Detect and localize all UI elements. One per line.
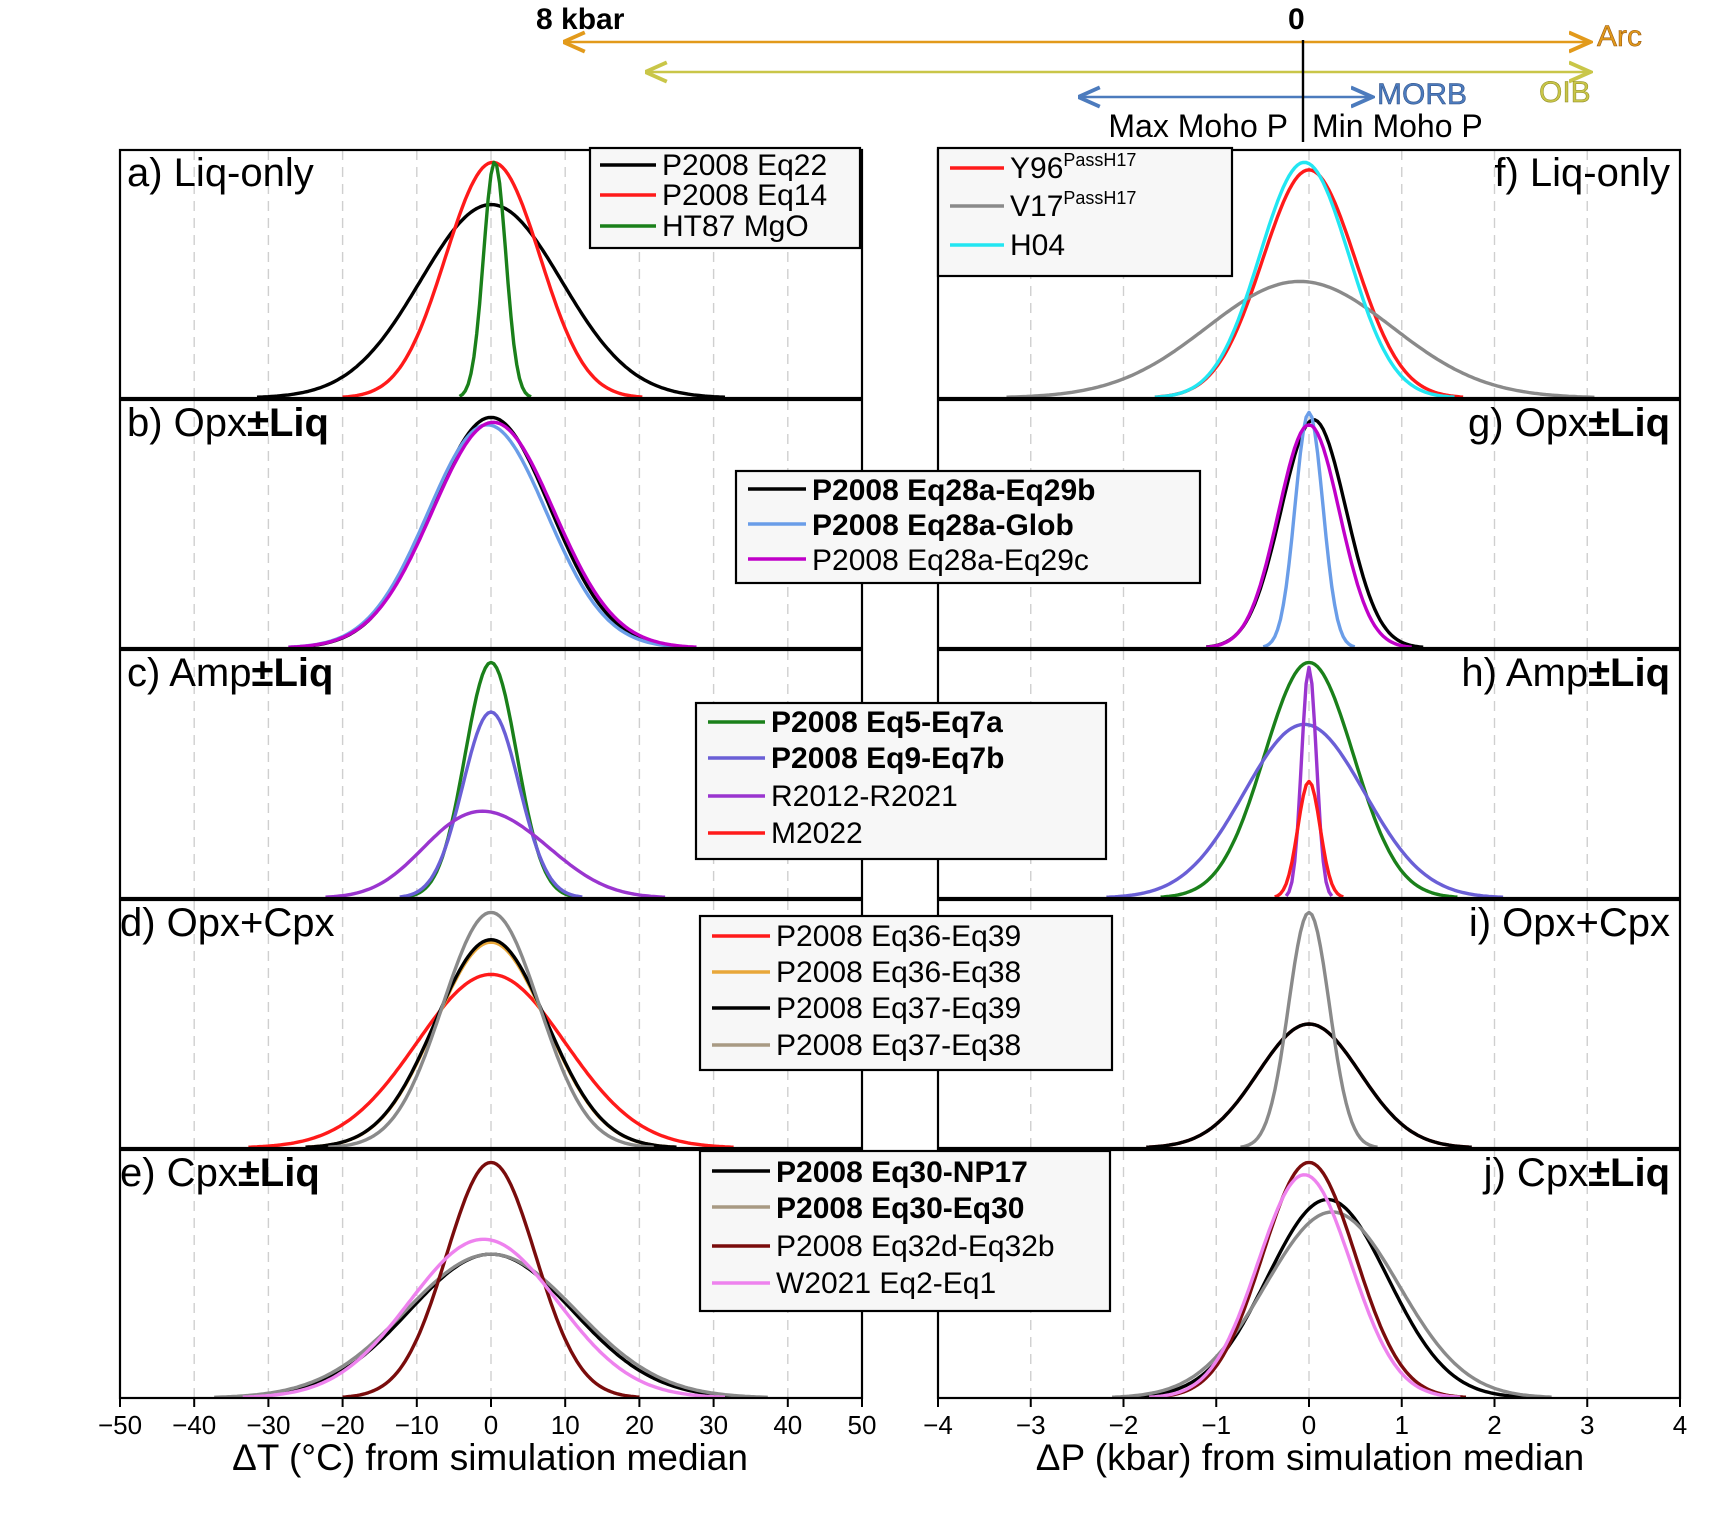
tick-label: −10 — [395, 1410, 439, 1440]
legend-f: Y96PassH17 V17PassH17 H04 — [936, 146, 1234, 278]
legend-row2-item-1: P2008 Eq28a-Glob — [812, 509, 1074, 542]
panel-title-j: j) Cpx±Liq — [1483, 1151, 1670, 1195]
legend-row5: P2008 Eq30-NP17 P2008 Eq30-Eq30 P2008 Eq… — [698, 1149, 1112, 1313]
panel-title-f: f) Liq-only — [1494, 151, 1670, 195]
panel-title-a: a) Liq-only — [127, 151, 314, 195]
legend-row4-item-2: P2008 Eq37-Eq39 — [776, 992, 1021, 1025]
curve-b-p2008-eq28a-glob — [288, 423, 686, 649]
panel-frame-a — [118, 148, 864, 400]
legend-row3-item-0: P2008 Eq5-Eq7a — [771, 706, 1003, 739]
legend-a-item-1: P2008 Eq14 — [662, 179, 827, 212]
min-moho-label: Min Moho P — [1312, 108, 1483, 144]
tick-label: −3 — [1016, 1410, 1046, 1440]
curve-h-p2008-eq9-eq7b — [1106, 722, 1504, 899]
panel-title-d: d) Opx+Cpx — [120, 901, 335, 945]
legend-row5-item-3: W2021 Eq2-Eq1 — [776, 1267, 996, 1300]
legend-f-item-2: H04 — [1010, 229, 1065, 262]
curve-i-p2008-eq37-eq39 — [1146, 1022, 1472, 1149]
tick-label: −20 — [321, 1410, 365, 1440]
oib-label: OIB — [1539, 76, 1591, 109]
tick-label: −2 — [1109, 1410, 1139, 1440]
legend-row2: P2008 Eq28a-Eq29b P2008 Eq28a-Glob P2008… — [734, 469, 1202, 585]
tick-label: 0 — [1302, 1410, 1316, 1440]
panel-title-b: b) Opx±Liq — [127, 401, 329, 445]
curve-g-p2008-eq28a-eq29c — [1206, 423, 1412, 649]
curve-d-p2008-eq37-eq39 — [305, 938, 677, 1149]
legend-row4: P2008 Eq36-Eq39 P2008 Eq36-Eq38 P2008 Eq… — [698, 914, 1114, 1072]
curve-a-p2008-eq22 — [256, 202, 726, 399]
curve-c-p2008-eq9-eq7b — [399, 710, 583, 899]
panel-titles: a) Liq-only b) Opx±Liq c) Amp±Liq d) Opx… — [120, 151, 1670, 1195]
legend-row4-item-0: P2008 Eq36-Eq39 — [776, 920, 1021, 953]
legend-row3: P2008 Eq5-Eq7a P2008 Eq9-Eq7b R2012-R202… — [694, 701, 1108, 861]
panel-title-g: g) Opx±Liq — [1468, 401, 1670, 445]
tick-label: 4 — [1673, 1410, 1687, 1440]
tick-label: −40 — [172, 1410, 216, 1440]
legend-row3-item-1: P2008 Eq9-Eq7b — [771, 742, 1004, 775]
max-moho-label: Max Moho P — [1108, 108, 1288, 144]
curve-b-p2008-eq28a-eq29c — [288, 420, 697, 649]
panel-title-c: c) Amp±Liq — [127, 651, 333, 695]
legend-row4-item-3: P2008 Eq37-Eq38 — [776, 1029, 1021, 1062]
curve-e-p2008-eq30-eq30 — [214, 1252, 768, 1399]
curve-j-w2021-eq2-eq1 — [1149, 1173, 1461, 1399]
legend-a: P2008 Eq22 P2008 Eq14 HT87 MgO — [588, 146, 862, 250]
tick-label: 3 — [1580, 1410, 1594, 1440]
label-zero: 0 — [1288, 3, 1305, 36]
tick-label: 50 — [848, 1410, 877, 1440]
tick-label: 40 — [773, 1410, 802, 1440]
legend-f-item-1: V17PassH17 — [1010, 188, 1136, 223]
tick-label: −1 — [1201, 1410, 1231, 1440]
curve-e-p2008-eq32d-eq32b — [342, 1160, 640, 1399]
legend-row2-box — [734, 469, 1202, 585]
tick-label: 10 — [551, 1410, 580, 1440]
panel-title-h: h) Amp±Liq — [1461, 651, 1670, 695]
curve-f-v17-passh17 — [1006, 279, 1595, 399]
curve-d-p2008-eq36-eq39 — [248, 972, 734, 1149]
legend-row4-item-1: P2008 Eq36-Eq38 — [776, 956, 1021, 989]
curve-d-p2008-eq37-eq38 — [328, 910, 654, 1149]
curves: −50 −40 −30 −20 −10 0 10 20 30 40 50 −4 −3 −2 −1 0 1 2 3 4 — [98, 148, 1687, 1440]
legend-row3-item-2: R2012-R2021 — [771, 780, 958, 813]
curve-h-p2008-eq5-eq7a — [1160, 660, 1458, 899]
legend-row5-item-0: P2008 Eq30-NP17 — [776, 1156, 1028, 1189]
tick-label: 2 — [1487, 1410, 1501, 1440]
curve-f-h04 — [1154, 160, 1455, 399]
curve-j-p2008-eq30-eq30 — [1112, 1210, 1552, 1399]
curve-e-w2021-eq2-eq1 — [242, 1237, 726, 1399]
morb-label: MORB — [1377, 78, 1467, 111]
legend-row2-item-2: P2008 Eq28a-Eq29c — [812, 544, 1089, 577]
curve-g-p2008-eq28a-glob — [1262, 410, 1356, 649]
panel-title-i: i) Opx+Cpx — [1469, 901, 1670, 945]
curve-g-p2008-eq28a-eq29b — [1206, 418, 1424, 649]
curve-j-p2008-eq32d-eq32b — [1151, 1160, 1467, 1399]
curve-h-r2012-r2021 — [1284, 665, 1334, 897]
tick-label: −30 — [246, 1410, 290, 1440]
top-annotation: 8 kbar 0 Arc OIB MORB Max Moho P Min Moh… — [536, 3, 1642, 144]
curve-j-p2008-eq30-np17 — [1126, 1197, 1529, 1399]
legend-f-item-0: Y96PassH17 — [1010, 150, 1136, 185]
legend-row3-item-3: M2022 — [771, 817, 863, 850]
tick-label: 30 — [699, 1410, 728, 1440]
right-xlabel: ΔP (kbar) from simulation median — [1036, 1437, 1584, 1478]
tick-label: 1 — [1395, 1410, 1409, 1440]
legend-a-item-2: HT87 MgO — [662, 210, 809, 243]
curve-c-r2012-r2021 — [325, 809, 666, 899]
panel-title-e: e) Cpx±Liq — [120, 1151, 320, 1195]
legend-row5-item-1: P2008 Eq30-Eq30 — [776, 1192, 1024, 1225]
legend-a-item-0: P2008 Eq22 — [662, 149, 827, 182]
curve-a-ht87-mgo — [458, 160, 532, 399]
tick-label: 20 — [625, 1410, 654, 1440]
label-8kbar: 8 kbar — [536, 3, 625, 36]
left-xlabel: ΔT (°C) from simulation median — [232, 1437, 748, 1478]
legend-row2-item-0: P2008 Eq28a-Eq29b — [812, 474, 1096, 507]
tick-label: −4 — [923, 1410, 953, 1440]
tick-label: −50 — [98, 1410, 142, 1440]
tick-label: 0 — [484, 1410, 498, 1440]
curve-i-p2008-eq37-eq38 — [1240, 910, 1378, 1149]
legend-row5-item-2: P2008 Eq32d-Eq32b — [776, 1230, 1055, 1263]
curve-h-m2022 — [1274, 779, 1344, 899]
arc-label: Arc — [1597, 20, 1642, 53]
